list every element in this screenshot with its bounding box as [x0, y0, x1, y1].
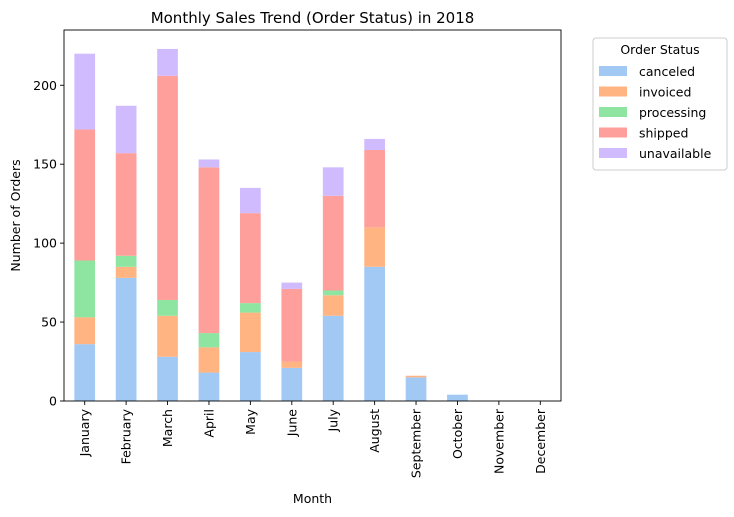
legend-label-shipped: shipped — [639, 126, 688, 141]
legend: Order Status canceled invoiced processing s… — [592, 37, 728, 171]
x-tick-label-january: January — [77, 408, 92, 457]
bar-canceled-march — [157, 356, 178, 401]
legend-swatch-shipped — [599, 127, 627, 138]
bar-unavailable-april — [198, 159, 220, 168]
bar-invoiced-march — [157, 315, 178, 357]
y-axis: 0 50 100 150 200 — [33, 78, 64, 409]
bar-invoiced-september — [405, 375, 427, 378]
bar-canceled-september — [405, 377, 427, 401]
x-tick-label-may: May — [243, 408, 258, 434]
bar-canceled-june — [281, 367, 303, 401]
bar-processing-july — [322, 290, 344, 296]
bar-unavailable-july — [322, 167, 344, 196]
legend-label-invoiced: invoiced — [639, 85, 691, 100]
bar-invoiced-july — [322, 295, 344, 316]
bar-shipped-may — [240, 213, 261, 304]
x-tick-label-august: August — [367, 409, 382, 453]
bar-invoiced-april — [198, 347, 220, 373]
y-tick-label: 50 — [41, 315, 57, 330]
legend-swatch-processing — [599, 107, 627, 117]
y-tick-label: 150 — [33, 157, 57, 172]
bar-shipped-august — [364, 149, 385, 228]
y-tick-label: 200 — [33, 78, 57, 93]
y-axis-label: Number of Orders — [8, 159, 23, 271]
bar-canceled-january — [74, 344, 96, 401]
legend-title: Order Status — [620, 42, 699, 57]
bar-unavailable-march — [157, 48, 178, 76]
bar-shipped-july — [322, 195, 344, 291]
x-tick-label-february: February — [119, 408, 134, 464]
x-tick-label-september: September — [409, 408, 424, 478]
bar-canceled-july — [322, 315, 344, 401]
bar-invoiced-august — [364, 227, 385, 267]
bar-unavailable-january — [74, 53, 96, 130]
bar-processing-march — [157, 299, 178, 316]
bar-canceled-february — [115, 277, 137, 401]
bar-canceled-october — [447, 394, 468, 401]
y-tick-label: 0 — [49, 394, 57, 409]
legend-label-unavailable: unavailable — [639, 146, 712, 161]
bars-group — [74, 48, 468, 401]
bar-invoiced-may — [240, 312, 261, 353]
bar-invoiced-june — [281, 361, 303, 368]
x-tick-label-november: November — [491, 408, 506, 474]
bar-processing-may — [240, 303, 261, 313]
x-tick-label-july: July — [326, 408, 341, 432]
legend-swatch-canceled — [599, 66, 627, 76]
x-axis-label: Month — [293, 491, 332, 506]
bar-unavailable-august — [364, 138, 385, 150]
legend-label-processing: processing — [639, 105, 706, 120]
y-tick-label: 100 — [33, 236, 57, 251]
bar-processing-january — [74, 260, 96, 318]
plot-frame — [63, 29, 562, 402]
bar-shipped-april — [198, 167, 220, 334]
bar-unavailable-june — [281, 282, 303, 289]
bar-shipped-march — [157, 75, 178, 300]
legend-label-canceled: canceled — [639, 64, 695, 79]
bar-canceled-may — [240, 352, 261, 401]
bar-invoiced-january — [74, 317, 96, 345]
bar-processing-february — [115, 255, 137, 267]
x-tick-label-march: March — [160, 409, 175, 447]
legend-swatch-invoiced — [599, 86, 627, 97]
bar-shipped-february — [115, 153, 137, 256]
bar-shipped-january — [74, 129, 96, 261]
x-tick-label-june: June — [284, 409, 299, 438]
bar-canceled-august — [364, 266, 385, 401]
bar-canceled-april — [198, 372, 220, 401]
x-axis: January February March April May June July Augu… — [77, 401, 548, 478]
bar-unavailable-february — [115, 105, 137, 154]
bar-unavailable-may — [240, 187, 261, 214]
x-tick-label-october: October — [450, 408, 465, 459]
legend-swatch-unavailable — [599, 148, 627, 158]
bar-processing-april — [198, 333, 220, 348]
bar-shipped-june — [281, 288, 303, 362]
x-tick-label-december: December — [533, 408, 548, 474]
x-tick-label-april: April — [201, 409, 216, 438]
chart-title: Monthly Sales Trend (Order Status) in 20… — [151, 9, 475, 27]
bar-invoiced-february — [115, 266, 137, 278]
